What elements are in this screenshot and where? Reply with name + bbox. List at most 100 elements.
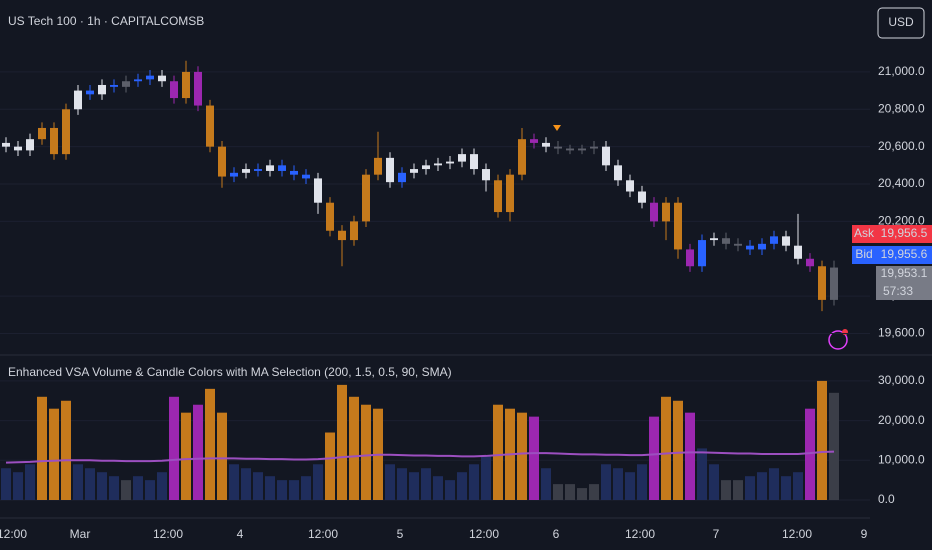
candle-body: [758, 243, 766, 250]
candle-body: [254, 169, 262, 171]
volume-bar: [817, 380, 827, 500]
ask-tag: [852, 225, 876, 243]
volume-bar: [1, 468, 11, 500]
candle-body: [290, 170, 298, 175]
candle-body: [86, 90, 94, 95]
x-tick-label: 12:00: [782, 527, 812, 541]
candle-body: [746, 245, 754, 250]
x-tick-label: 4: [237, 527, 244, 541]
candle-body: [122, 81, 130, 87]
volume-bar: [313, 464, 323, 500]
volume-bar: [685, 412, 695, 500]
x-tick-label: 12:00: [469, 527, 499, 541]
volume-bar: [217, 412, 227, 500]
candle-body: [362, 174, 370, 222]
volume-bar: [445, 480, 455, 500]
bid-price: 19,955.6: [881, 247, 928, 261]
candle-body: [530, 139, 538, 143]
volume-bar: [181, 412, 191, 500]
volume-bar: [397, 468, 407, 500]
volume-bar: [481, 456, 491, 500]
candle-body: [158, 75, 166, 82]
ask-label: Ask: [854, 226, 875, 240]
volume-bar: [781, 476, 791, 500]
bid-label: Bid: [855, 247, 872, 261]
candle-body: [350, 221, 358, 241]
volume-bar: [493, 404, 503, 500]
candle-body: [14, 146, 22, 151]
candle-body: [470, 154, 478, 170]
volume-bar: [265, 476, 275, 500]
candle-body: [38, 127, 46, 140]
volume-bar: [301, 476, 311, 500]
candle-body: [638, 191, 646, 203]
volume-bar: [805, 408, 815, 500]
alert-dot: [842, 329, 848, 335]
volume-bar: [745, 476, 755, 500]
candle-body: [434, 163, 442, 166]
volume-bar: [793, 472, 803, 500]
y-tick-label: 19,600.0: [878, 326, 925, 340]
candle-body: [2, 142, 10, 147]
x-tick-label: 12:00: [625, 527, 655, 541]
candle-body: [278, 165, 286, 171]
symbol-title: US Tech 100 · 1h · CAPITALCOMSB: [8, 14, 204, 28]
volume-bar: [145, 480, 155, 500]
volume-ma-line: [5, 450, 835, 464]
candle-body: [662, 202, 670, 222]
volume-bar: [541, 468, 551, 500]
y-tick-label: 21,000.0: [878, 64, 925, 78]
y2-tick-label: 20,000.0: [878, 413, 925, 427]
volume-bar: [661, 396, 671, 500]
candle-body: [830, 267, 838, 300]
volume-bar: [97, 472, 107, 500]
volume-bar: [325, 432, 335, 500]
candle-body: [398, 172, 406, 183]
candle-body: [590, 146, 598, 149]
candle-body: [734, 243, 742, 246]
volume-bar: [337, 384, 347, 500]
candle-body: [110, 84, 118, 87]
candle-body: [326, 202, 334, 231]
volume-bar: [769, 468, 779, 500]
volume-bar: [49, 408, 59, 500]
volume-bar: [289, 480, 299, 500]
volume-bar: [553, 484, 563, 500]
candle-body: [62, 109, 70, 155]
volume-bar: [517, 412, 527, 500]
candle-body: [206, 105, 214, 147]
candle-body: [182, 71, 190, 99]
volume-bar: [649, 416, 659, 500]
candle-body: [242, 169, 250, 173]
volume-bar: [133, 476, 143, 500]
volume-bar: [277, 480, 287, 500]
x-tick-label: Mar: [70, 527, 91, 541]
volume-bar: [61, 400, 71, 500]
candle-body: [518, 139, 526, 175]
candle-body: [314, 178, 322, 203]
candle-body: [482, 169, 490, 181]
bar-countdown: 57:33: [883, 284, 913, 298]
candle-body: [782, 236, 790, 246]
ask-box: [876, 225, 932, 243]
candle-body: [134, 79, 142, 82]
x-tick-label: 9: [861, 527, 868, 541]
candle-body: [494, 180, 502, 213]
currency-label[interactable]: USD: [888, 15, 914, 29]
y-tick-label: 20,200.0: [878, 214, 925, 228]
x-tick-label: 12:00: [0, 527, 27, 541]
candle-body: [818, 266, 826, 300]
volume-bar: [205, 388, 215, 500]
candle-body: [218, 146, 226, 177]
candle-body: [770, 236, 778, 244]
x-tick-label: 12:00: [308, 527, 338, 541]
volume-bar: [193, 404, 203, 500]
alert-icon[interactable]: [828, 330, 848, 350]
volume-bar: [13, 472, 23, 500]
candle-body: [506, 174, 514, 213]
candle-body: [806, 258, 814, 267]
currency-button[interactable]: [877, 7, 925, 39]
candle-body: [374, 157, 382, 175]
volume-bar: [625, 472, 635, 500]
